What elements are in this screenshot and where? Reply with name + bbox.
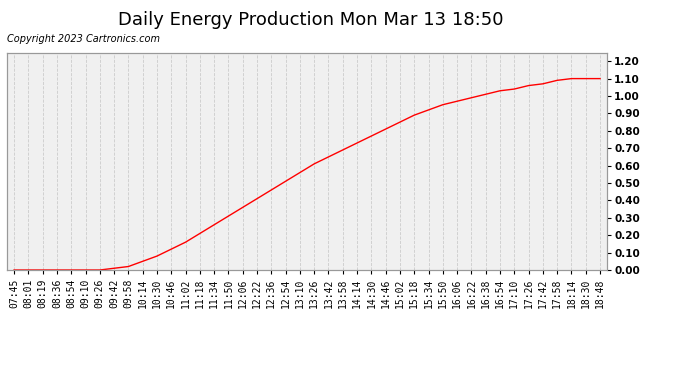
Text: Copyright 2023 Cartronics.com: Copyright 2023 Cartronics.com [7, 34, 160, 44]
Text: Daily Energy Production Mon Mar 13 18:50: Daily Energy Production Mon Mar 13 18:50 [118, 11, 503, 29]
